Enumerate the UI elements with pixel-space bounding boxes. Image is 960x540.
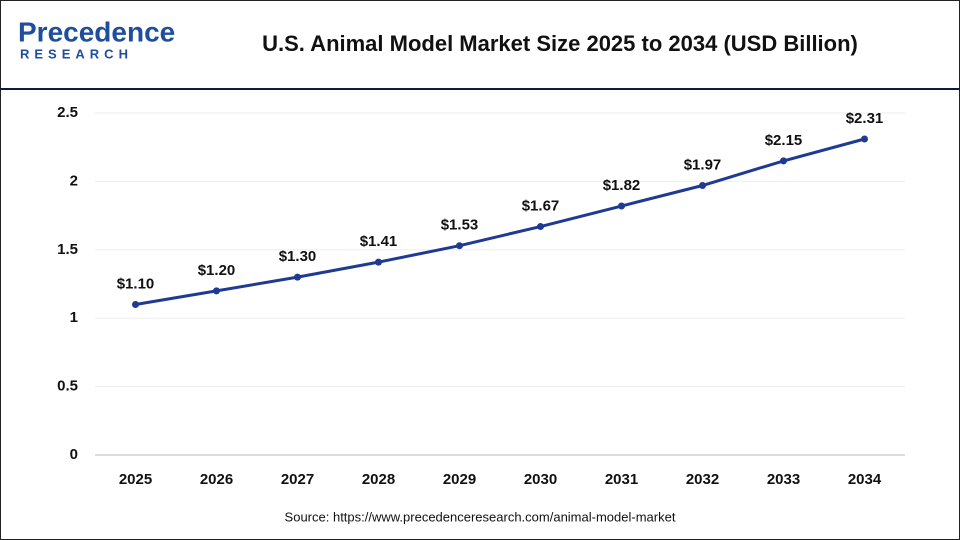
y-tick-label: 2 xyxy=(70,172,78,189)
value-label: $1.30 xyxy=(279,248,317,265)
value-label: $1.41 xyxy=(360,233,398,250)
data-point xyxy=(861,135,868,143)
value-label: $1.10 xyxy=(117,275,155,292)
x-tick-label: 2031 xyxy=(605,471,638,488)
data-point xyxy=(780,157,787,165)
logo-tagline: RESEARCH xyxy=(20,46,133,61)
y-tick-label: 0 xyxy=(70,446,78,463)
y-tick-label: 1.5 xyxy=(57,241,78,258)
x-tick-label: 2026 xyxy=(200,471,233,488)
value-label: $1.20 xyxy=(198,262,236,279)
data-point xyxy=(456,242,463,250)
data-point xyxy=(213,287,220,295)
value-label: $1.67 xyxy=(522,198,560,215)
value-label: $2.15 xyxy=(765,132,803,149)
x-tick-label: 2033 xyxy=(767,471,800,488)
data-point xyxy=(375,258,382,266)
data-point xyxy=(699,182,706,190)
chart-title: U.S. Animal Model Market Size 2025 to 20… xyxy=(262,31,858,56)
value-label: $1.97 xyxy=(684,156,722,173)
data-point xyxy=(294,273,301,281)
x-tick-label: 2025 xyxy=(119,471,152,488)
value-label: $1.82 xyxy=(603,177,641,194)
value-label: $1.53 xyxy=(441,217,479,234)
data-point xyxy=(618,202,625,210)
y-tick-label: 0.5 xyxy=(57,378,78,395)
x-tick-label: 2028 xyxy=(362,471,395,488)
value-label: $2.31 xyxy=(846,110,884,127)
x-tick-label: 2034 xyxy=(848,471,882,488)
data-point xyxy=(132,301,139,309)
x-tick-label: 2029 xyxy=(443,471,476,488)
x-tick-label: 2030 xyxy=(524,471,557,488)
logo-name: Precedence xyxy=(18,16,175,47)
x-tick-label: 2032 xyxy=(686,471,719,488)
y-tick-label: 2.5 xyxy=(57,104,78,121)
source-note: Source: https://www.precedenceresearch.c… xyxy=(285,509,676,524)
logo: Precedence RESEARCH xyxy=(18,16,175,61)
y-tick-label: 1 xyxy=(70,309,78,326)
x-tick-label: 2027 xyxy=(281,471,314,488)
data-point xyxy=(537,223,544,231)
series-line xyxy=(135,137,865,306)
